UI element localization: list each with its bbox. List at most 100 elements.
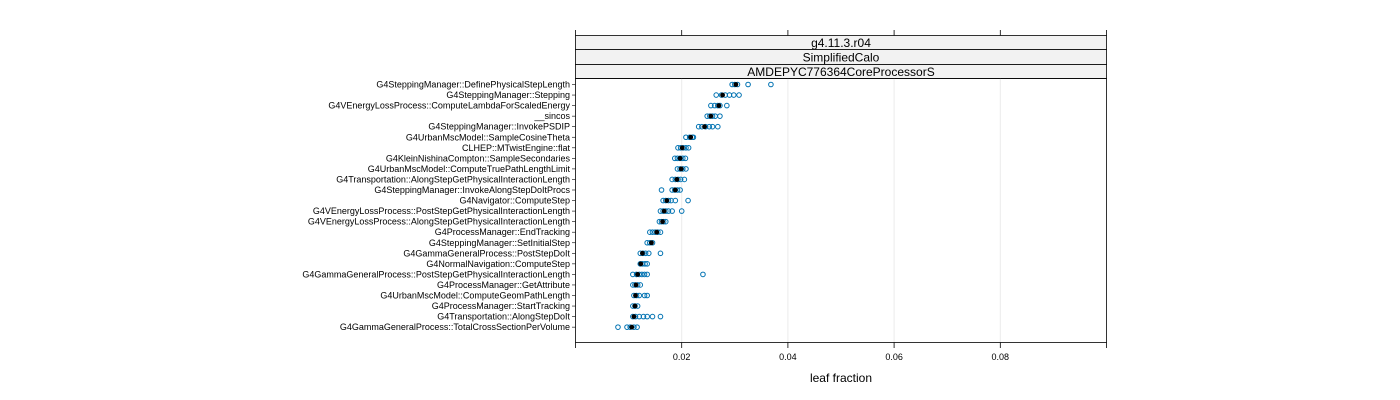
data-point	[630, 271, 636, 278]
data-point	[649, 313, 656, 320]
data-point	[647, 229, 653, 235]
mean-point	[708, 113, 714, 119]
category-label: G4NormalNavigation::ComputeStep	[426, 259, 570, 269]
mean-point	[702, 124, 707, 130]
category-labels: G4SteppingManager::DefinePhysicalStepLen…	[302, 80, 570, 333]
data-points	[615, 81, 774, 330]
category-label: G4ProcessManager::EndTracking	[435, 227, 570, 237]
category-label: G4SteppingManager::InvokePSDIP	[428, 122, 570, 132]
left-axis-ticks	[572, 84, 576, 328]
category-label: G4ProcessManager::StartTracking	[432, 301, 570, 311]
gridlines	[681, 78, 1001, 343]
mean-point	[677, 155, 683, 161]
category-label: G4SteppingManager::InvokeAlongStepDoItPr…	[374, 185, 570, 195]
category-label: G4Transportation::AlongStepDoIt	[437, 312, 570, 322]
mean-point	[664, 198, 670, 203]
data-point	[644, 292, 650, 299]
x-tick-label: 0.08	[992, 352, 1010, 362]
x-tick-label: 0.04	[779, 352, 797, 362]
mean-point	[640, 250, 645, 256]
category-label: G4VEnergyLossProcess::ComputeLambdaForSc…	[328, 101, 570, 111]
category-label: G4UrbanMscModel::ComputeGeomPathLength	[380, 291, 570, 301]
data-point	[706, 123, 713, 130]
mean-point	[649, 240, 654, 246]
mean-point	[679, 145, 685, 151]
x-axis: 0.02 0.04 0.06 0.08	[575, 342, 1107, 362]
data-point	[681, 176, 688, 183]
mean-point	[633, 282, 639, 288]
data-point	[685, 145, 692, 151]
category-label: G4Transportation::AlongStepGetPhysicalIn…	[336, 174, 570, 184]
category-label: G4ProcessManager::GetAttribute	[437, 280, 570, 290]
data-point	[644, 313, 650, 320]
mean-point	[654, 229, 660, 235]
x-tick-label: 0.06	[885, 352, 903, 362]
mean-point	[678, 166, 684, 172]
data-point	[730, 92, 737, 98]
mean-point	[631, 314, 637, 319]
mean-point	[672, 187, 678, 193]
data-point	[672, 197, 679, 204]
data-point	[682, 155, 689, 162]
strip-header-label: g4.11.3.r04	[811, 36, 871, 50]
top-axis-ticks	[575, 30, 1107, 36]
mean-point	[720, 92, 725, 98]
data-point	[671, 155, 678, 162]
data-point	[644, 271, 650, 278]
strip-header-label: SimplifiedCalo	[803, 51, 880, 65]
category-label: G4SteppingManager::Stepping	[446, 90, 570, 100]
data-point	[640, 313, 647, 320]
mean-point	[632, 303, 638, 309]
x-tick-label: 0.02	[673, 352, 691, 362]
mean-point	[638, 261, 644, 267]
mean-point	[661, 208, 667, 214]
data-point	[713, 92, 720, 98]
data-point	[615, 324, 621, 330]
mean-point	[733, 82, 739, 87]
category-label: G4SteppingManager::SetInitialStep	[429, 238, 570, 248]
mean-point	[674, 177, 680, 182]
category-label: G4UrbanMscModel::SampleCosineTheta	[406, 132, 570, 142]
data-point	[685, 197, 691, 204]
data-point	[736, 92, 742, 98]
data-point	[641, 292, 648, 299]
data-point	[700, 271, 706, 278]
data-point	[709, 123, 716, 130]
data-point	[695, 123, 702, 130]
mean-point	[633, 293, 638, 298]
strip-header-label: AMDEPYC776364CoreProcessorS	[747, 65, 934, 79]
x-axis-title: leaf fraction	[810, 371, 872, 385]
plot-panel	[575, 78, 1107, 343]
mean-point	[688, 134, 694, 140]
data-point	[641, 271, 648, 278]
data-point	[745, 81, 751, 88]
data-point	[658, 187, 665, 193]
category-label: G4GammaGeneralProcess::PostStepDoIt	[403, 248, 570, 258]
category-label: G4Navigator::ComputeStep	[459, 196, 570, 206]
category-label: G4VEnergyLossProcess::AlongStepGetPhysic…	[308, 217, 570, 227]
data-point	[768, 81, 774, 88]
data-point	[669, 208, 675, 214]
data-point	[645, 250, 652, 257]
data-point	[657, 313, 664, 320]
mean-point	[660, 219, 665, 225]
data-point	[683, 134, 689, 141]
data-point	[677, 187, 683, 193]
data-point	[657, 250, 664, 257]
panel-border	[575, 78, 1107, 343]
category-label: G4SteppingManager::DefinePhysicalStepLen…	[376, 80, 570, 90]
data-point	[715, 123, 721, 130]
data-point	[724, 102, 730, 109]
data-point	[634, 324, 640, 330]
category-label: G4GammaGeneralProcess::PostStepGetPhysic…	[302, 269, 570, 279]
data-point	[678, 208, 685, 214]
category-label: G4KleinNishinaCompton::SampleSecondaries	[386, 153, 571, 163]
category-label: G4VEnergyLossProcess::PostStepGetPhysica…	[313, 206, 570, 216]
mean-point	[629, 324, 635, 330]
strip-headers: g4.11.3.r04 SimplifiedCalo AMDEPYC776364…	[575, 35, 1107, 79]
category-label: G4GammaGeneralProcess::TotalCrossSection…	[340, 322, 570, 332]
category-label: G4UrbanMscModel::ComputeTruePathLengthLi…	[368, 164, 571, 174]
data-point	[717, 113, 723, 119]
data-point	[708, 102, 714, 109]
